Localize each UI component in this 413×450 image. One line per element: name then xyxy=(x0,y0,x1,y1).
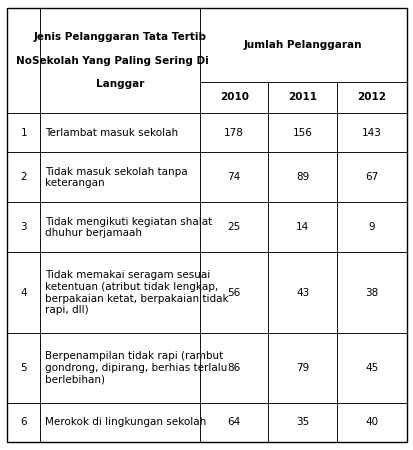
Bar xyxy=(336,202,406,252)
Bar xyxy=(268,202,336,252)
Text: 45: 45 xyxy=(364,363,377,373)
Bar xyxy=(7,252,40,333)
Text: 56: 56 xyxy=(227,288,240,298)
Text: 25: 25 xyxy=(227,222,240,233)
Bar xyxy=(336,113,406,153)
Bar xyxy=(40,153,199,202)
Text: 67: 67 xyxy=(364,172,377,182)
Text: 74: 74 xyxy=(227,172,240,182)
Bar xyxy=(336,153,406,202)
Text: 35: 35 xyxy=(295,417,309,428)
Text: 2010: 2010 xyxy=(219,92,248,102)
Text: 43: 43 xyxy=(295,288,309,298)
Bar xyxy=(268,81,336,113)
Text: No: No xyxy=(16,56,32,66)
Bar xyxy=(7,403,40,442)
Text: 2012: 2012 xyxy=(356,92,385,102)
Bar xyxy=(7,153,40,202)
Bar xyxy=(268,333,336,403)
Text: Tidak memakai seragam sesuai
ketentuan (atribut tidak lengkap,
berpakaian ketat,: Tidak memakai seragam sesuai ketentuan (… xyxy=(45,270,228,315)
Bar xyxy=(40,403,199,442)
Bar xyxy=(268,403,336,442)
Text: 5: 5 xyxy=(21,363,27,373)
Bar xyxy=(199,113,268,153)
Bar xyxy=(268,113,336,153)
Text: 143: 143 xyxy=(361,128,381,138)
Bar xyxy=(268,252,336,333)
Bar xyxy=(268,153,336,202)
Bar xyxy=(199,202,268,252)
Text: Tidak mengikuti kegiatan shalat
dhuhur berjamaah: Tidak mengikuti kegiatan shalat dhuhur b… xyxy=(45,216,212,238)
Bar xyxy=(7,333,40,403)
Text: 2: 2 xyxy=(21,172,27,182)
Bar xyxy=(40,252,199,333)
Text: Tidak masuk sekolah tanpa
keterangan: Tidak masuk sekolah tanpa keterangan xyxy=(45,166,188,188)
Text: 2011: 2011 xyxy=(287,92,316,102)
Text: 4: 4 xyxy=(21,288,27,298)
Bar xyxy=(199,403,268,442)
Text: Terlambat masuk sekolah: Terlambat masuk sekolah xyxy=(45,128,178,138)
Text: 6: 6 xyxy=(21,417,27,428)
Text: 86: 86 xyxy=(227,363,240,373)
Text: 9: 9 xyxy=(368,222,374,233)
Text: 89: 89 xyxy=(295,172,309,182)
Text: Jumlah Pelanggaran: Jumlah Pelanggaran xyxy=(243,40,361,50)
Text: 178: 178 xyxy=(224,128,244,138)
Text: 79: 79 xyxy=(295,363,309,373)
Bar xyxy=(199,8,406,81)
Bar xyxy=(40,333,199,403)
Text: 156: 156 xyxy=(292,128,312,138)
Text: 14: 14 xyxy=(295,222,309,233)
Bar xyxy=(199,153,268,202)
Bar xyxy=(336,252,406,333)
Bar xyxy=(199,333,268,403)
Bar xyxy=(336,403,406,442)
Bar xyxy=(40,113,199,153)
Text: Merokok di lingkungan sekolah: Merokok di lingkungan sekolah xyxy=(45,417,206,428)
Bar xyxy=(199,252,268,333)
Bar xyxy=(40,8,199,113)
Bar xyxy=(199,81,268,113)
Text: 40: 40 xyxy=(364,417,377,428)
Text: 3: 3 xyxy=(21,222,27,233)
Text: Jenis Pelanggaran Tata Tertib

Sekolah Yang Paling Sering Di

Langgar: Jenis Pelanggaran Tata Tertib Sekolah Ya… xyxy=(31,32,208,89)
Text: 38: 38 xyxy=(364,288,377,298)
Text: 1: 1 xyxy=(21,128,27,138)
Text: 64: 64 xyxy=(227,417,240,428)
Bar xyxy=(7,202,40,252)
Bar xyxy=(40,202,199,252)
Bar xyxy=(336,333,406,403)
Bar xyxy=(7,8,40,113)
Bar xyxy=(336,81,406,113)
Text: Berpenampilan tidak rapi (rambut
gondrong, dipirang, berhias terlalu
berlebihan): Berpenampilan tidak rapi (rambut gondron… xyxy=(45,351,227,384)
Bar xyxy=(7,113,40,153)
